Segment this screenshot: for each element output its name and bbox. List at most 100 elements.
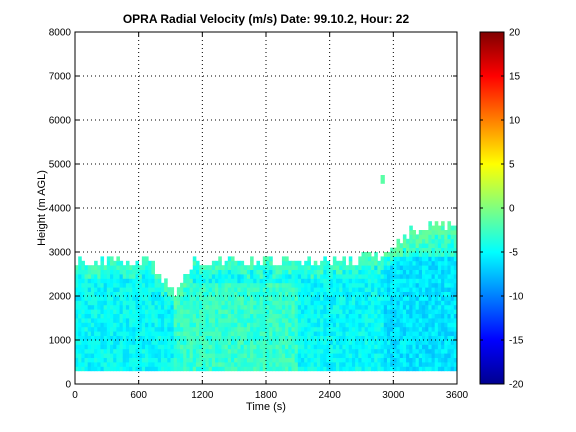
heatmap-cell: [421, 353, 426, 358]
heatmap-cell: [351, 278, 356, 284]
heatmap-cell: [100, 344, 105, 350]
heatmap-cell: [103, 274, 108, 279]
heatmap-cell: [90, 274, 95, 279]
heatmap-cell: [237, 278, 241, 284]
heatmap-cell: [237, 326, 241, 332]
heatmap-cell: [240, 296, 245, 301]
heatmap-cell: [393, 335, 397, 341]
heatmap-cell: [393, 318, 397, 323]
heatmap-cell: [431, 313, 436, 319]
heatmap-cell: [390, 313, 394, 319]
heatmap-cell: [176, 304, 181, 310]
heatmap-cell: [125, 344, 130, 350]
heatmap-cell: [425, 304, 429, 310]
heatmap-cell: [113, 296, 117, 301]
heatmap-cell: [316, 335, 321, 341]
heatmap-cell: [336, 291, 340, 297]
heatmap-cell: [406, 366, 410, 372]
heatmap-cell: [285, 335, 289, 341]
heatmap-cell: [386, 335, 391, 341]
heatmap-cell: [339, 318, 343, 323]
heatmap-cell: [195, 278, 200, 284]
heatmap-cell: [316, 309, 321, 314]
heatmap-cell: [406, 256, 410, 262]
heatmap-cell: [358, 256, 362, 262]
heatmap-cell: [141, 256, 146, 262]
heatmap-cell: [122, 366, 127, 372]
heatmap-cell: [250, 256, 254, 262]
heatmap-cell: [221, 366, 226, 372]
heatmap-cell: [90, 318, 95, 323]
heatmap-cell: [208, 304, 213, 310]
heatmap-cell: [211, 282, 216, 288]
heatmap-cell: [243, 318, 248, 323]
heatmap-cell: [221, 274, 226, 279]
heatmap-cell: [441, 344, 445, 350]
heatmap-cell: [167, 326, 171, 332]
heatmap-cell: [285, 269, 289, 275]
heatmap-cell: [87, 326, 92, 332]
heatmap-cell: [272, 353, 276, 358]
heatmap-cell: [170, 309, 175, 314]
heatmap-cell: [406, 318, 410, 323]
heatmap-cell: [202, 318, 206, 323]
heatmap-cell: [367, 340, 372, 345]
heatmap-cell: [367, 335, 372, 341]
heatmap-cell: [243, 278, 248, 284]
heatmap-cell: [205, 353, 210, 358]
heatmap-cell: [297, 278, 302, 284]
heatmap-cell: [313, 309, 318, 314]
heatmap-cell: [87, 269, 92, 275]
heatmap-cell: [434, 221, 439, 226]
heatmap-cell: [304, 335, 308, 341]
heatmap-cell: [355, 340, 359, 345]
heatmap-cell: [202, 340, 206, 345]
heatmap-cell: [285, 296, 289, 301]
heatmap-cell: [250, 362, 254, 367]
heatmap-cell: [164, 348, 168, 354]
heatmap-cell: [396, 340, 401, 345]
heatmap-cell: [399, 335, 404, 341]
heatmap-cell: [116, 269, 120, 275]
heatmap-cell: [396, 357, 401, 363]
heatmap-cell: [437, 366, 442, 372]
heatmap-cell: [418, 291, 423, 297]
heatmap-cell: [304, 269, 308, 275]
heatmap-cell: [145, 256, 149, 262]
heatmap-cell: [218, 362, 222, 367]
heatmap-cell: [307, 274, 311, 279]
heatmap-cell: [320, 291, 324, 297]
heatmap-cell: [97, 274, 101, 279]
heatmap-cell: [176, 362, 181, 367]
heatmap-cell: [199, 335, 203, 341]
heatmap-cell: [453, 282, 457, 288]
heatmap-cell: [323, 340, 327, 345]
heatmap-cell: [399, 366, 404, 372]
heatmap-cell: [281, 340, 286, 345]
heatmap-cell: [336, 344, 340, 350]
heatmap-cell: [434, 344, 439, 350]
heatmap-cell: [87, 357, 92, 363]
heatmap-cell: [278, 362, 283, 367]
heatmap-cell: [135, 357, 140, 363]
heatmap-cell: [383, 313, 388, 319]
heatmap-cell: [294, 260, 299, 266]
heatmap-cell: [138, 335, 143, 341]
heatmap-cell: [135, 340, 140, 345]
heatmap-cell: [371, 269, 375, 275]
heatmap-cell: [415, 256, 420, 262]
heatmap-cell: [94, 326, 98, 332]
heatmap-cell: [160, 326, 165, 332]
heatmap-cell: [339, 282, 343, 288]
heatmap-cell: [192, 366, 197, 372]
heatmap-cell: [285, 265, 289, 270]
heatmap-cell: [320, 366, 324, 372]
heatmap-cell: [132, 357, 136, 363]
heatmap-cell: [195, 318, 200, 323]
heatmap-cell: [326, 353, 331, 358]
heatmap-cell: [342, 282, 346, 288]
heatmap-cell: [227, 348, 232, 354]
heatmap-cell: [285, 309, 289, 314]
heatmap-cell: [183, 366, 187, 372]
heatmap-cell: [275, 366, 280, 372]
